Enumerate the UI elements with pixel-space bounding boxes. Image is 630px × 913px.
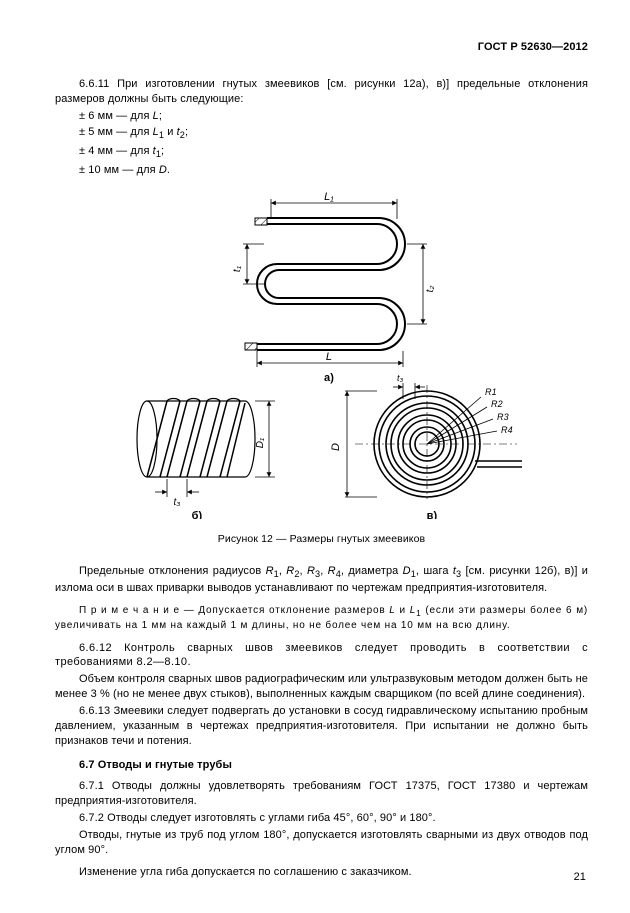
para-6-7-2-l2: Отводы, гнутые из труб под углом 180°, д…: [55, 828, 588, 858]
dim-R2: R2: [491, 399, 503, 409]
label-a: а): [324, 372, 334, 384]
figure-12-caption: Рисунок 12 — Размеры гнутых змеевиков: [55, 532, 588, 546]
para-6-7-2-l1: 6.7.2 Отводы следует изготовлять с углам…: [55, 811, 588, 826]
para-6-7-1: 6.7.1 Отводы должны удовлетворять требов…: [55, 779, 588, 809]
dim-R1: R1: [485, 387, 497, 397]
tol-t1: ± 4 мм — для t1;: [79, 144, 588, 161]
dim-L: L: [325, 351, 331, 363]
dim-R4: R4: [501, 425, 513, 435]
tol-D: ± 10 мм — для D.: [79, 163, 588, 178]
dim-L1: L₁: [324, 191, 334, 203]
note-line: П р и м е ч а н и е — Допускается отклон…: [55, 604, 588, 633]
doc-id-header: ГОСТ Р 52630—2012: [55, 40, 588, 55]
para-6-6-11-lead: 6.6.11 При изготовлении гнутых змеевиков…: [55, 77, 588, 107]
figure-12: L₁ L t₁ t₂ а): [55, 189, 588, 524]
para-6-6-12-l1: 6.6.12 Контроль сварных швов змеевиков с…: [55, 641, 588, 671]
dim-R3: R3: [497, 412, 509, 422]
label-v: в): [426, 510, 437, 519]
dim-t3-v: t₃: [397, 373, 404, 383]
para-radii: Предельные отклонения радиусов R1, R2, R…: [55, 564, 588, 595]
section-6-7-title: 6.7 Отводы и гнутые трубы: [55, 758, 588, 773]
para-6-7-2-l3: Изменение угла гиба допускается по согла…: [55, 865, 588, 880]
tol-L1-t2: ± 5 мм — для L1 и t2;: [79, 125, 588, 142]
label-b: б): [191, 510, 202, 519]
dim-t3: t₃: [173, 497, 180, 508]
dim-t1: t₁: [232, 266, 243, 272]
page-number: 21: [574, 870, 586, 885]
dim-D: D: [330, 443, 342, 451]
para-6-6-13: 6.6.13 Змеевики следует подвергать до ус…: [55, 704, 588, 749]
dim-D1: D₁: [255, 438, 266, 449]
dim-t2: t₂: [425, 286, 436, 293]
para-6-6-12-l2: Объем контроля сварных швов радиографиче…: [55, 672, 588, 702]
tol-L: ± 6 мм — для L;: [79, 109, 588, 124]
